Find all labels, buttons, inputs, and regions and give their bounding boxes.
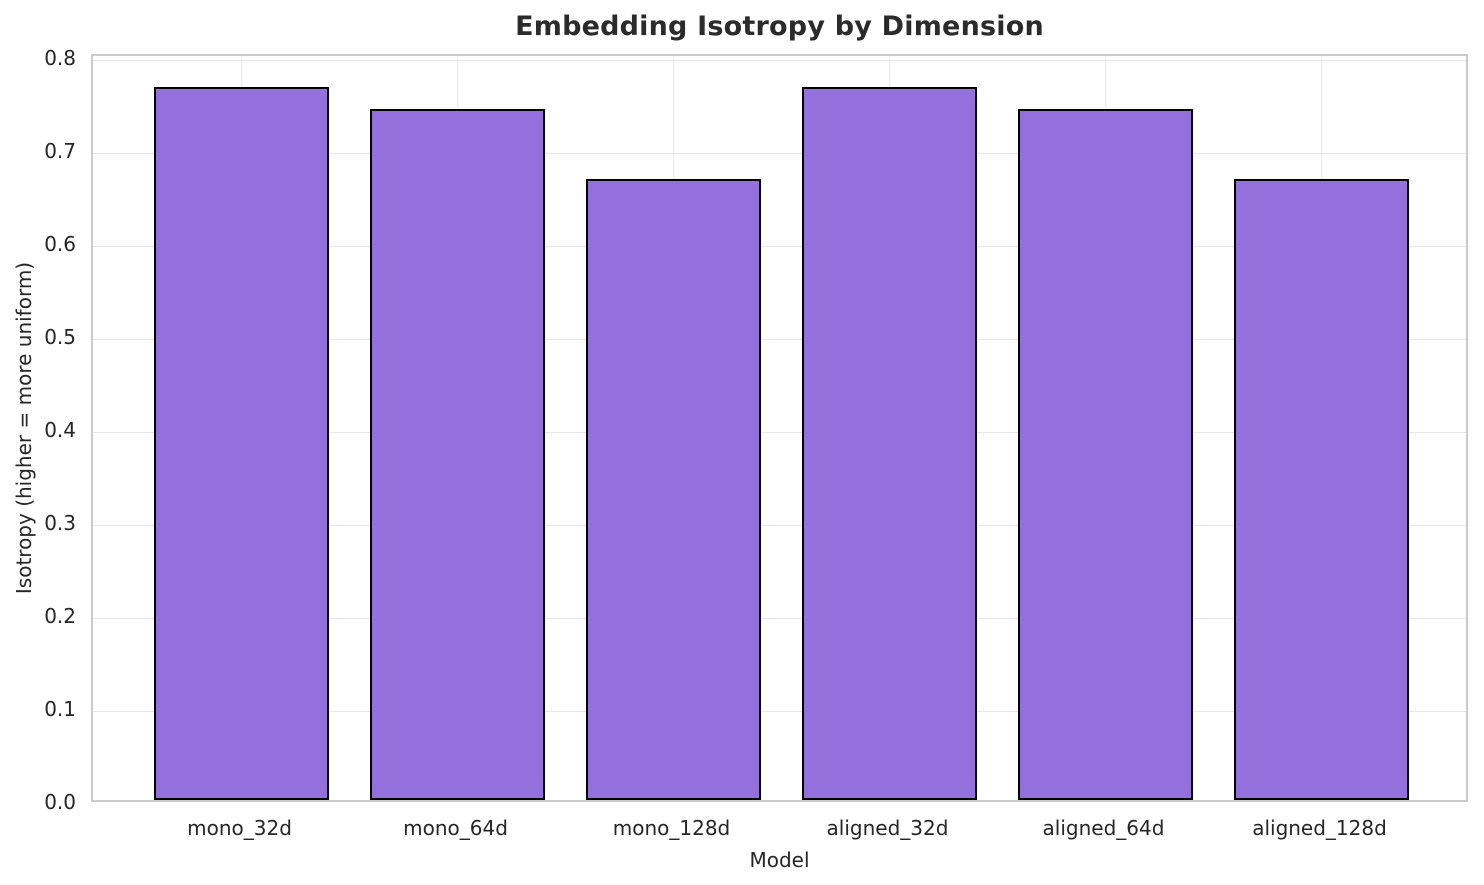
bar-aligned_128d	[1234, 179, 1409, 800]
x-tick-label: mono_128d	[612, 816, 731, 840]
y-tick-label: 0.6	[44, 231, 76, 256]
h-gridline	[93, 710, 1466, 713]
y-tick-label: 0.1	[44, 696, 76, 721]
h-gridline	[93, 59, 1466, 62]
y-tick-label: 0.2	[44, 603, 76, 628]
bar-mono_64d	[370, 108, 545, 800]
x-tick-label: aligned_32d	[826, 816, 949, 840]
h-gridline	[93, 524, 1466, 527]
bar-mono_32d	[154, 87, 329, 800]
y-tick-label: 0.8	[44, 45, 76, 70]
h-gridline	[93, 152, 1466, 155]
x-tick-label: aligned_128d	[1252, 816, 1387, 840]
y-tick-label: 0.0	[44, 790, 76, 814]
y-tick-label: 0.5	[44, 324, 76, 349]
bar-aligned_64d	[1018, 108, 1193, 800]
bar-mono_128d	[586, 179, 761, 800]
x-tick-label: mono_64d	[403, 816, 508, 840]
plot-area	[91, 54, 1468, 802]
x-axis-label: Model	[749, 848, 810, 872]
x-tick-label: mono_32d	[187, 816, 292, 840]
chart-title: Embedding Isotropy by Dimension	[515, 11, 1044, 42]
y-tick-label: 0.4	[44, 417, 76, 442]
h-gridline	[93, 338, 1466, 341]
h-gridline	[93, 617, 1466, 620]
h-gridline	[93, 431, 1466, 434]
h-gridline	[93, 245, 1466, 248]
x-tick-label: aligned_64d	[1042, 816, 1165, 840]
y-tick-label: 0.7	[44, 138, 76, 163]
y-tick-label: 0.3	[44, 510, 76, 535]
bar-aligned_32d	[802, 87, 977, 800]
